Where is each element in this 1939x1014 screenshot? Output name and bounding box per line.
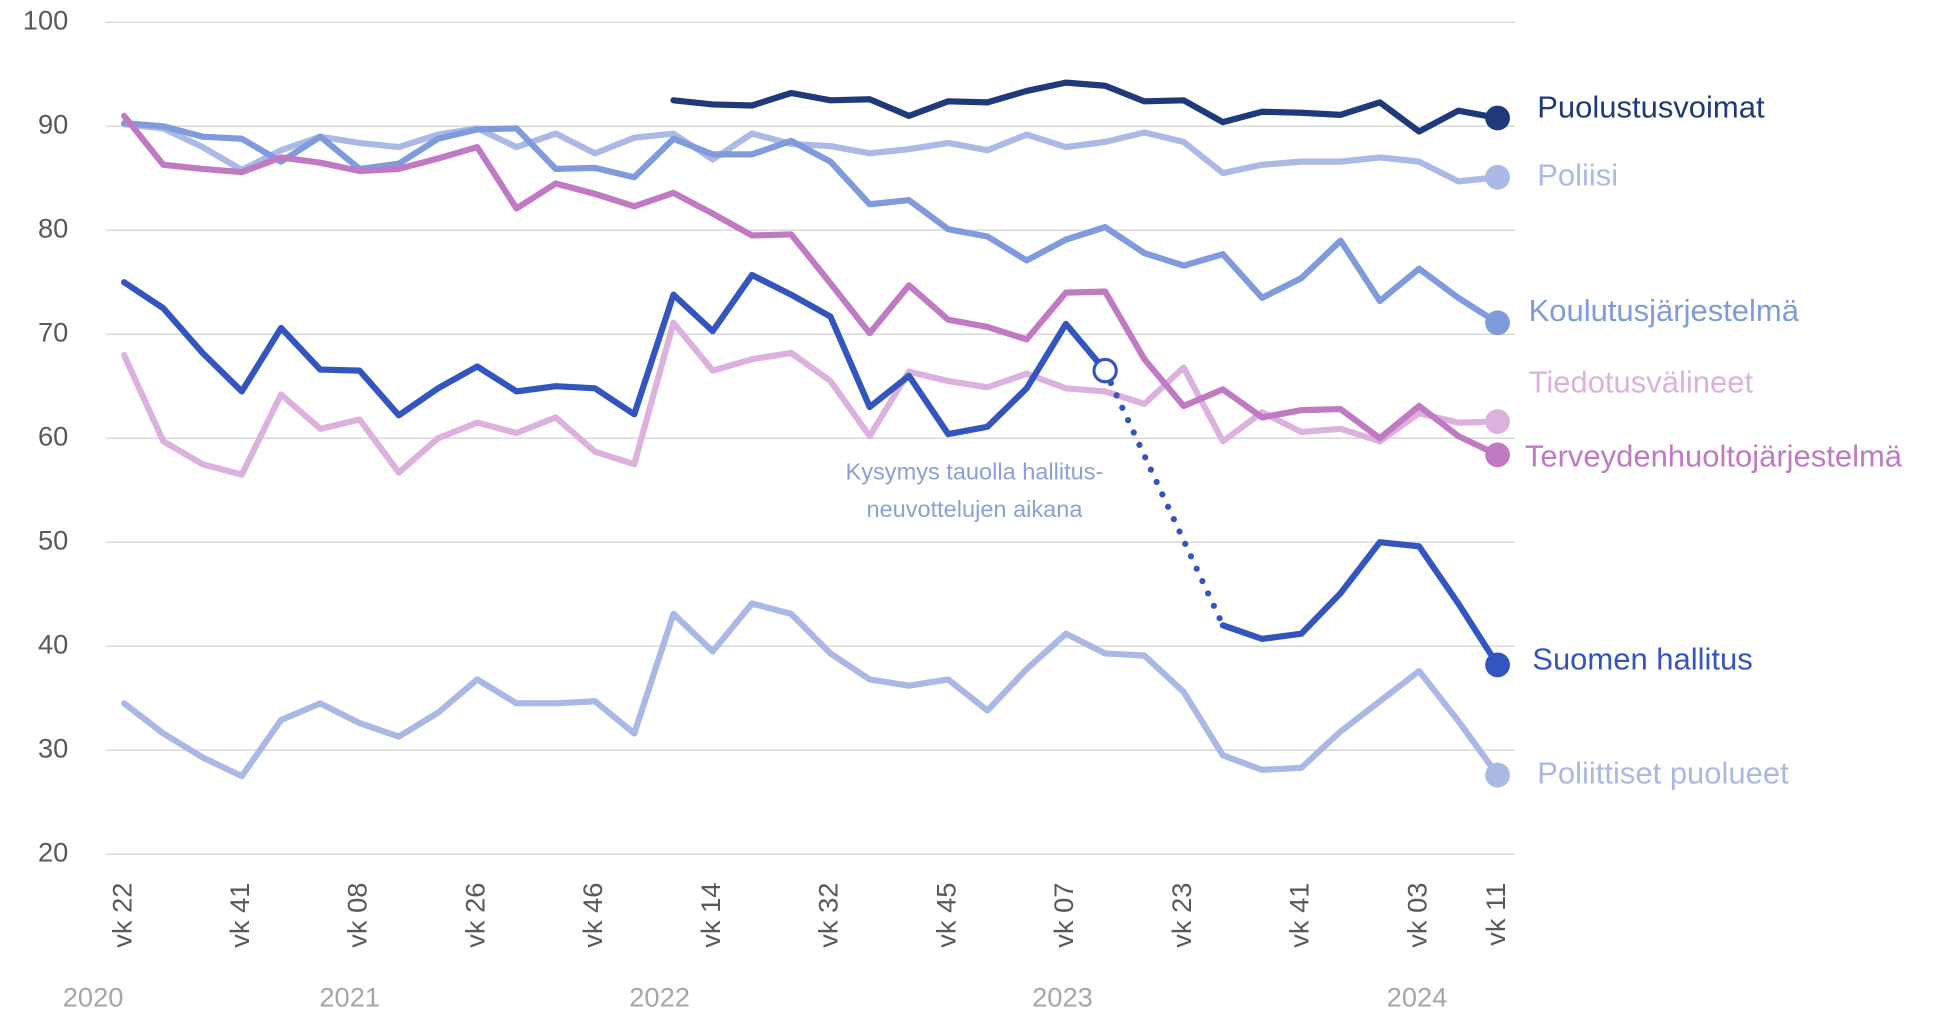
series-label: Poliisi: [1537, 157, 1618, 192]
y-tick-label: 30: [38, 732, 68, 763]
y-tick-label: 100: [23, 5, 69, 36]
gap-connector: [1102, 367, 1226, 629]
x-tick-label: vk 22: [106, 883, 137, 948]
x-tick-label: vk 11: [1480, 883, 1511, 946]
x-tick-label: vk 46: [577, 883, 608, 948]
y-tick-label: 80: [38, 212, 68, 243]
y-tick-label: 60: [38, 420, 68, 451]
x-tick-label: vk 45: [930, 883, 961, 948]
series-line: [120, 112, 1501, 458]
series-label: Terveydenhuoltojärjestelmä: [1525, 439, 1903, 474]
end-dot: [1485, 762, 1510, 788]
end-dot: [1485, 409, 1510, 434]
series-label: Tiedotusvälineet: [1529, 365, 1754, 400]
year-label: 2024: [1387, 981, 1448, 1012]
x-tick-label: vk 08: [342, 883, 373, 948]
series-label: Koulutusjärjestelmä: [1529, 293, 1800, 328]
year-label: 2021: [319, 981, 380, 1012]
year-label: 2020: [63, 981, 124, 1012]
end-dot: [1485, 310, 1510, 336]
x-tick-label: vk 32: [813, 883, 844, 948]
series-line: [120, 600, 1501, 780]
y-tick-label: 70: [38, 316, 68, 347]
x-tick-label: vk 03: [1401, 883, 1432, 948]
series-line: [120, 121, 1501, 185]
end-dot: [1485, 442, 1510, 468]
year-label: 2022: [629, 981, 690, 1012]
y-tick-label: 90: [38, 108, 68, 139]
annotation: neuvottelujen aikana: [866, 496, 1083, 522]
y-tick-label: 50: [38, 524, 68, 555]
series-line: [120, 271, 1109, 438]
series-line: [1219, 539, 1501, 668]
x-tick-label: vk 23: [1166, 883, 1197, 948]
y-tick-label: 20: [38, 836, 68, 867]
x-tick-label: vk 41: [1284, 883, 1315, 948]
end-dot: [1485, 164, 1510, 190]
end-dot: [1485, 652, 1510, 678]
x-tick-label: vk 41: [224, 883, 255, 948]
x-tick-label: vk 14: [695, 883, 726, 948]
series-label: Puolustusvoimat: [1537, 89, 1765, 124]
series-line: [120, 319, 1501, 478]
series-label: Suomen hallitus: [1532, 641, 1752, 676]
gap-marker: [1092, 357, 1118, 384]
series-line: [670, 79, 1501, 135]
series-line: [120, 120, 1501, 326]
annotation: Kysymys tauolla hallitus-: [846, 459, 1104, 485]
series-label: Poliittiset puolueet: [1537, 755, 1789, 790]
end-dot: [1485, 105, 1510, 131]
y-tick-label: 40: [38, 628, 68, 659]
x-tick-label: vk 07: [1048, 883, 1079, 948]
year-label: 2023: [1032, 981, 1093, 1012]
x-tick-label: vk 26: [459, 883, 490, 948]
